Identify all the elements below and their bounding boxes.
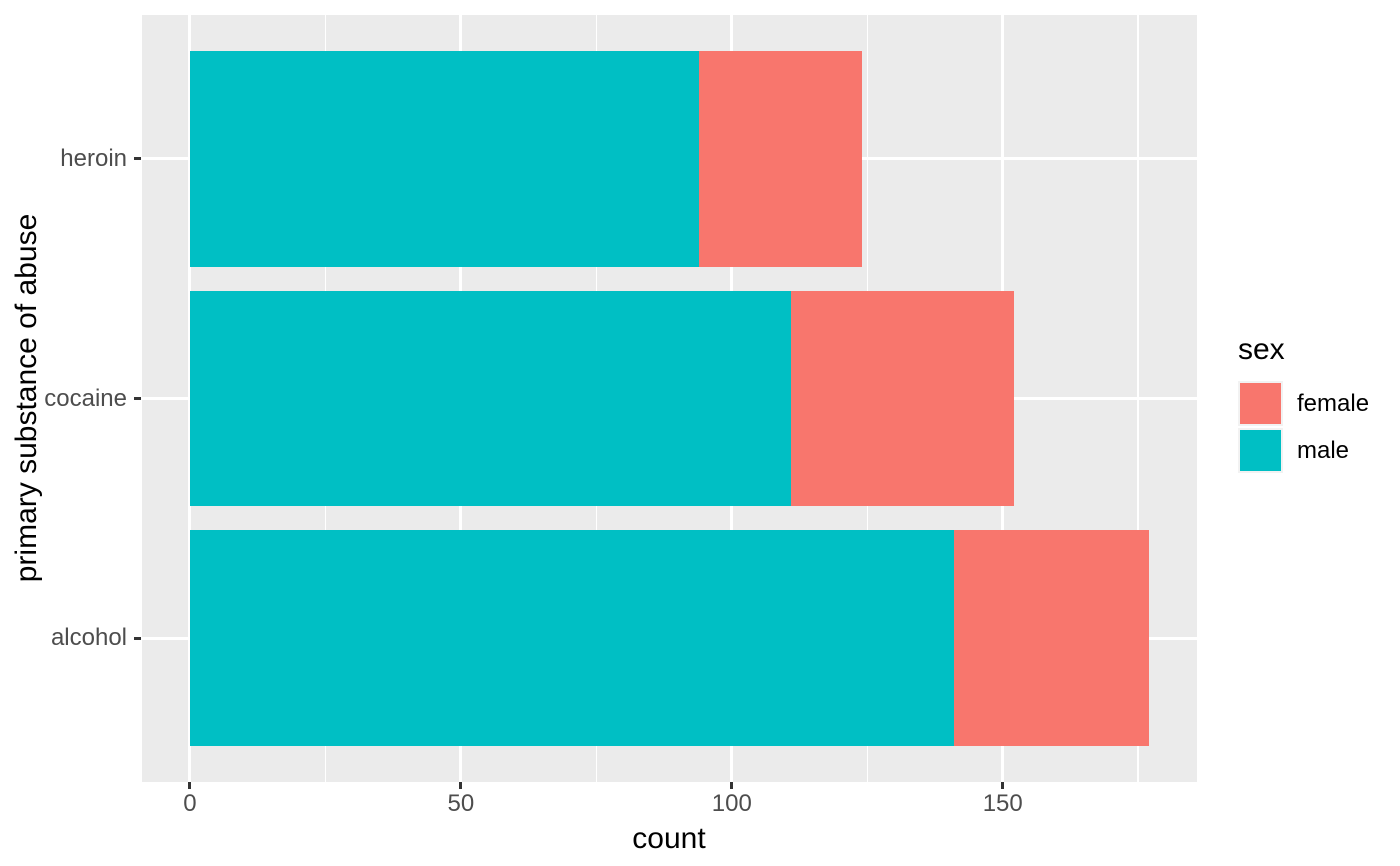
bar-heroin-female xyxy=(699,50,862,267)
legend-swatch-male xyxy=(1240,430,1281,471)
y-tick-mark-alcohol xyxy=(134,636,141,640)
x-axis-title: count xyxy=(632,822,706,855)
plot-panel xyxy=(142,15,1197,782)
legend-entry-female: female xyxy=(1238,381,1369,426)
x-tick-label-50: 50 xyxy=(447,790,475,817)
x-tick-mark-50 xyxy=(459,782,463,789)
bar-cocaine-male xyxy=(189,290,792,507)
bar-alcohol-male xyxy=(189,530,954,747)
bar-cocaine-female xyxy=(791,290,1014,507)
legend-key-female xyxy=(1238,381,1283,426)
x-tick-label-0: 0 xyxy=(183,790,197,817)
legend-key-male xyxy=(1238,428,1283,473)
bar-heroin-male xyxy=(189,50,700,267)
y-tick-label-cocaine: cocaine xyxy=(44,384,127,412)
legend-label-male: male xyxy=(1297,436,1350,464)
y-tick-mark-heroin xyxy=(134,157,141,161)
bar-alcohol-female xyxy=(953,530,1150,747)
legend-entry-male: male xyxy=(1238,428,1369,473)
legend: sex female male xyxy=(1238,333,1369,475)
y-tick-label-heroin: heroin xyxy=(60,144,127,172)
y-tick-label-alcohol: alcohol xyxy=(50,624,127,652)
x-tick-label-100: 100 xyxy=(711,790,752,817)
y-tick-mark-cocaine xyxy=(134,397,141,400)
x-tick-mark-100 xyxy=(730,782,734,789)
legend-label-female: female xyxy=(1297,389,1370,417)
legend-entries: female male xyxy=(1238,381,1369,473)
x-tick-label-150: 150 xyxy=(982,790,1023,817)
legend-swatch-female xyxy=(1240,383,1281,424)
x-tick-mark-150 xyxy=(1001,782,1005,789)
legend-title: sex xyxy=(1238,333,1285,366)
x-tick-mark-0 xyxy=(188,782,192,789)
